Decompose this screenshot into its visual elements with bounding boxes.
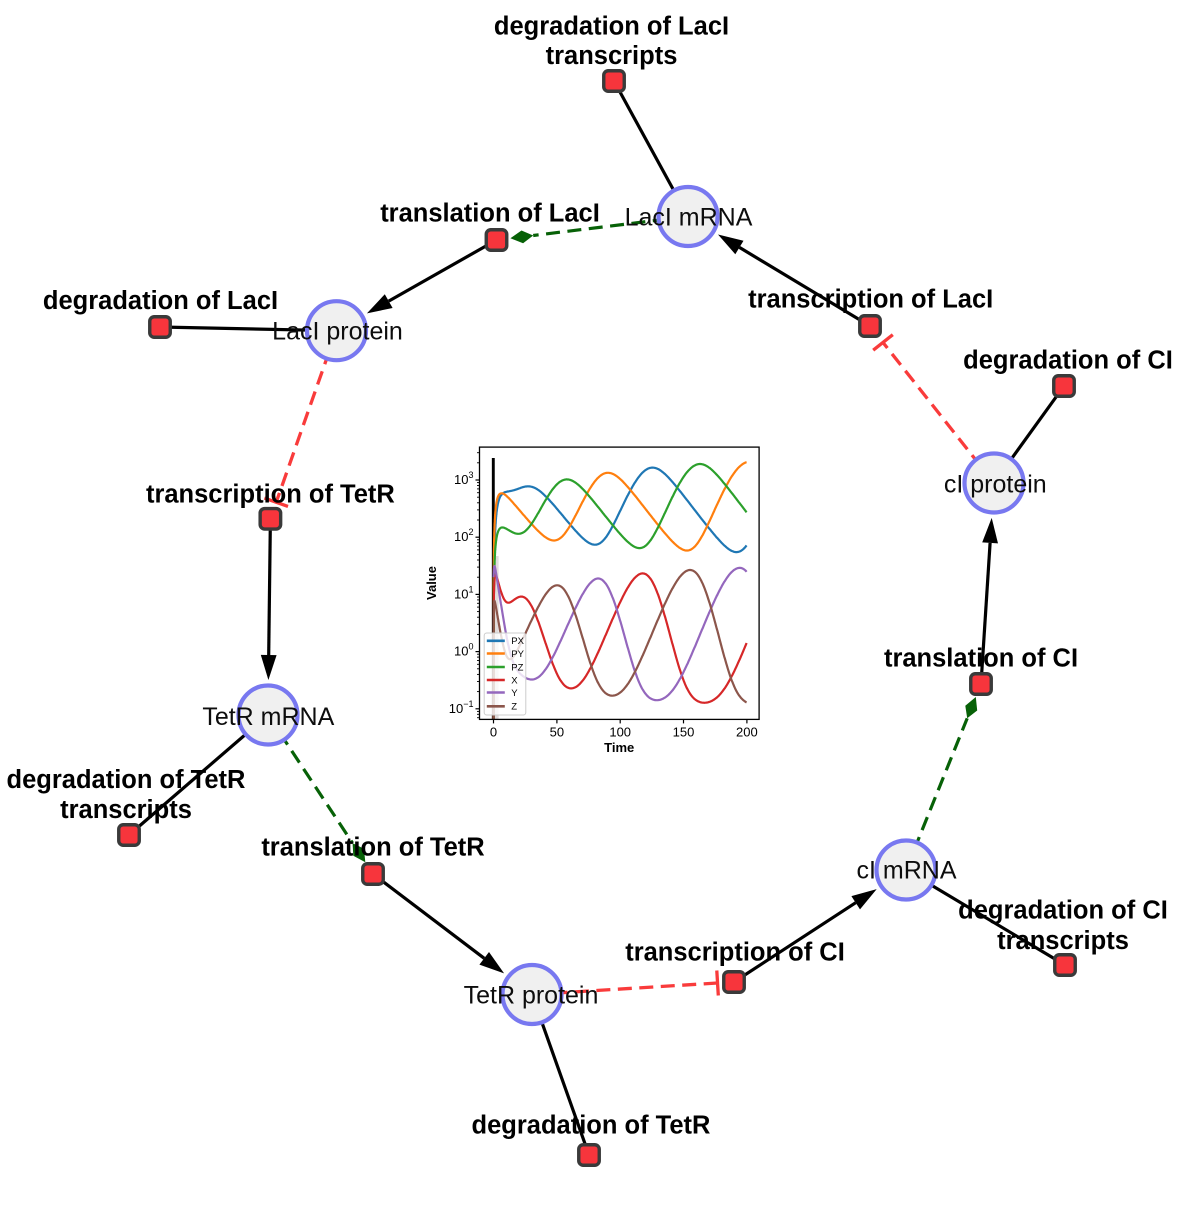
svg-text:degradation of LacI: degradation of LacI: [43, 287, 278, 315]
svg-text:200: 200: [736, 724, 758, 739]
svg-text:degradation of TetR: degradation of TetR: [7, 766, 246, 794]
svg-text:transcripts: transcripts: [546, 42, 678, 70]
svg-text:Value: Value: [424, 566, 439, 600]
svg-text:translation of LacI: translation of LacI: [380, 199, 600, 227]
svg-text:Y: Y: [511, 688, 518, 699]
svg-text:degradation of LacI: degradation of LacI: [494, 13, 729, 41]
svg-text:TetR protein: TetR protein: [464, 981, 599, 1009]
svg-text:transcripts: transcripts: [60, 796, 192, 824]
svg-text:PX: PX: [511, 636, 524, 647]
svg-text:100: 100: [609, 724, 631, 739]
svg-text:150: 150: [673, 724, 695, 739]
svg-text:transcription of LacI: transcription of LacI: [748, 286, 993, 314]
svg-text:LacI mRNA: LacI mRNA: [625, 204, 753, 232]
svg-text:50: 50: [550, 724, 564, 739]
svg-text:Time: Time: [604, 740, 634, 755]
svg-text:degradation of CI: degradation of CI: [963, 346, 1173, 374]
svg-text:PY: PY: [511, 649, 524, 660]
svg-text:cI protein: cI protein: [944, 471, 1047, 499]
svg-text:translation of TetR: translation of TetR: [261, 834, 484, 862]
svg-text:degradation of TetR: degradation of TetR: [472, 1112, 711, 1140]
svg-text:X: X: [511, 675, 518, 686]
svg-text:translation of CI: translation of CI: [884, 645, 1078, 673]
svg-text:degradation of CI: degradation of CI: [958, 897, 1168, 925]
svg-text:Z: Z: [511, 702, 517, 713]
svg-text:transcription of TetR: transcription of TetR: [146, 481, 395, 509]
svg-text:transcripts: transcripts: [997, 927, 1129, 955]
svg-text:TetR mRNA: TetR mRNA: [202, 703, 334, 731]
svg-text:cI mRNA: cI mRNA: [857, 857, 957, 885]
svg-text:PZ: PZ: [511, 662, 523, 673]
svg-text:LacI protein: LacI protein: [272, 318, 403, 346]
svg-text:transcription of CI: transcription of CI: [625, 939, 845, 967]
svg-text:0: 0: [490, 724, 497, 739]
